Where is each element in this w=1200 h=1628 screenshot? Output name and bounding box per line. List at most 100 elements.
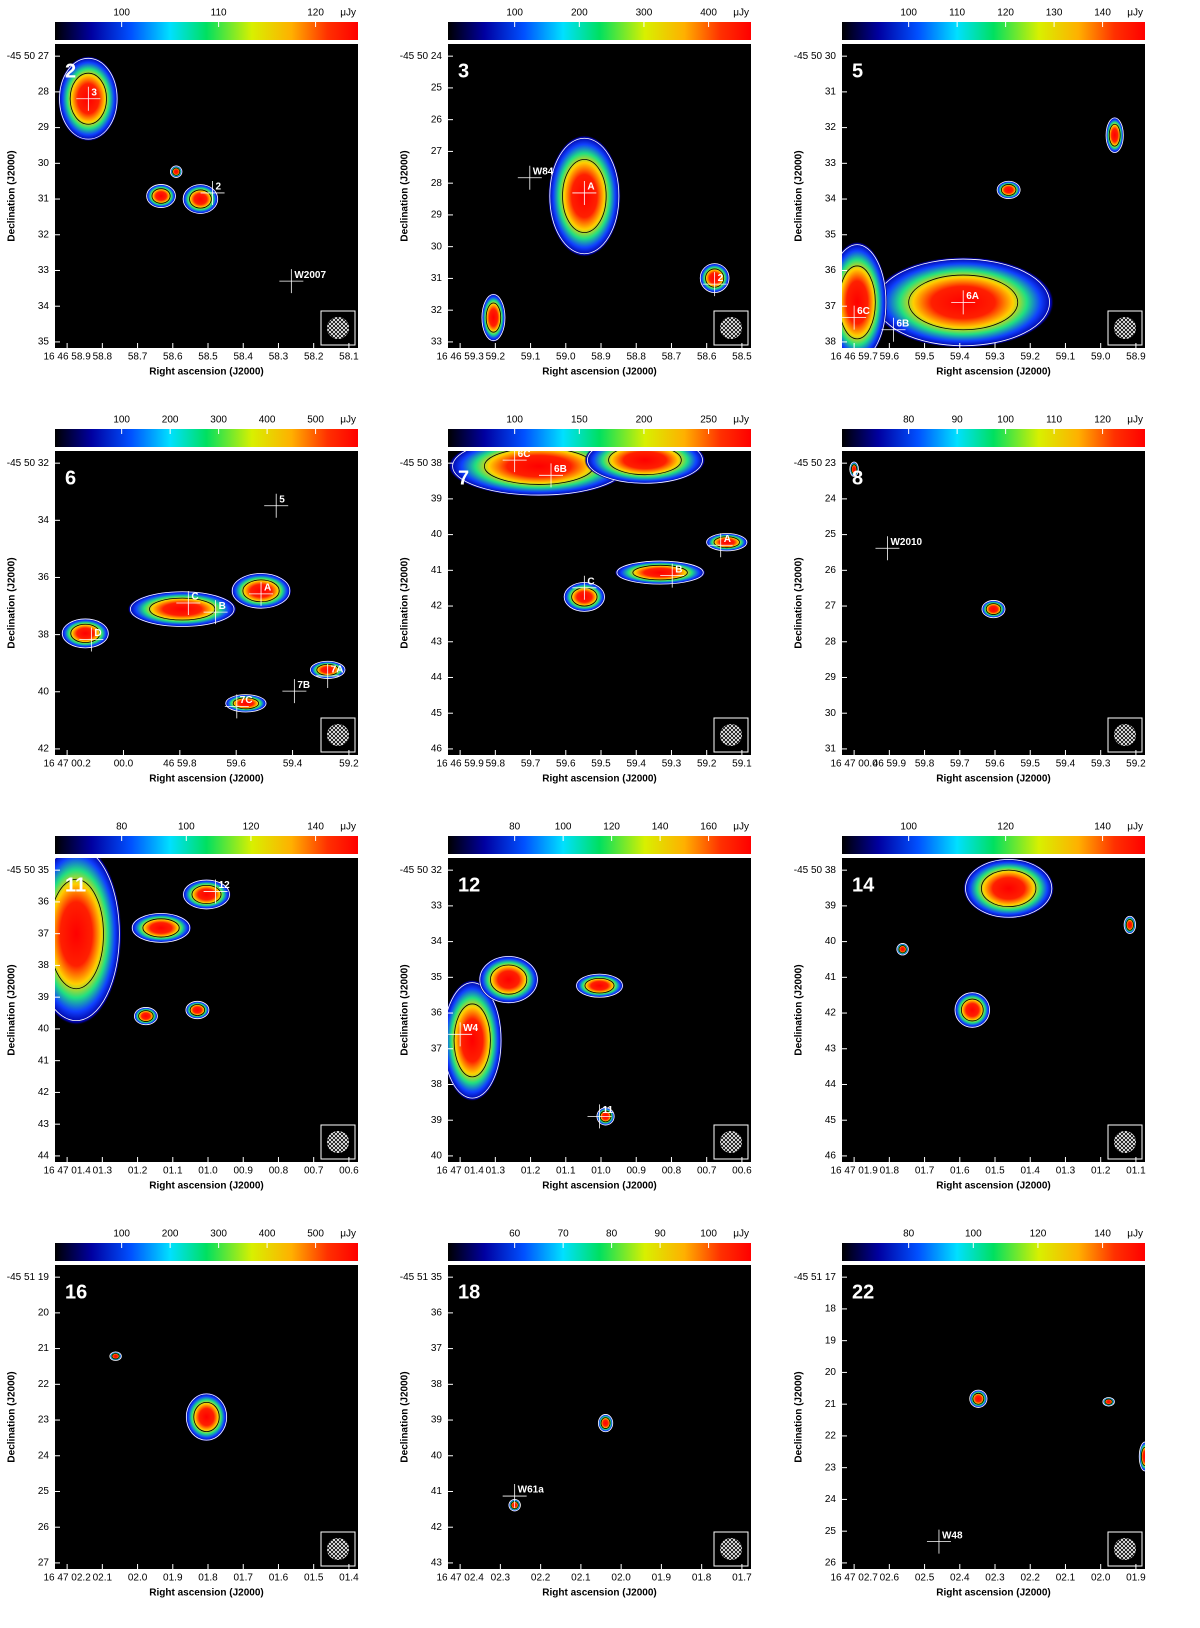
- annotation: 11: [603, 1105, 614, 1116]
- marker-cross: [572, 575, 597, 600]
- y-tick-label: 22: [38, 1379, 50, 1390]
- x-tick-label: 01.7: [234, 1573, 254, 1584]
- y-tick-label: 38: [38, 629, 50, 640]
- colorbar-tick-label: 120: [1094, 415, 1111, 426]
- contour: [189, 189, 212, 209]
- contour: [479, 956, 538, 1004]
- x-tick-label: 01.7: [915, 1166, 935, 1177]
- y-axis-label: Declination (J2000): [794, 557, 805, 648]
- x-tick-label: 02.3: [491, 1573, 511, 1584]
- colorbar-tick-label: 90: [952, 415, 964, 426]
- y-tick-label: 34: [825, 194, 837, 205]
- emission-blob: [597, 1413, 614, 1433]
- y-tick-label: 21: [825, 1399, 837, 1410]
- emission-blob: [1105, 116, 1124, 154]
- x-tick-label: 58.2: [304, 352, 324, 363]
- contour: [131, 913, 191, 943]
- y-axis-label: Declination (J2000): [400, 964, 411, 1055]
- colorbar-unit: μJy: [733, 1229, 749, 1240]
- x-tick-label: 00.9: [234, 1166, 254, 1177]
- contour: [898, 945, 907, 954]
- annotation: 6C: [518, 449, 531, 460]
- y-tick-label: 39: [431, 1415, 443, 1426]
- plot-area: [448, 1265, 751, 1569]
- x-tick-label: 58.7: [128, 352, 148, 363]
- beam-hatch: [327, 1131, 349, 1153]
- x-tick-label: 58.8: [627, 352, 647, 363]
- y-tick-label: 27: [825, 601, 837, 612]
- contour: [616, 560, 704, 585]
- y-tick-label: 40: [431, 529, 443, 540]
- x-tick-label: 46 59.9: [873, 759, 907, 770]
- y-tick-label: 31: [431, 273, 443, 284]
- contour: [185, 1000, 210, 1020]
- y-tick-label: 41: [431, 565, 443, 576]
- contour: [965, 859, 1053, 918]
- x-tick-label: 58.6: [163, 352, 183, 363]
- colorbar: [448, 429, 751, 447]
- contour: [138, 1010, 154, 1022]
- y-tick-label: 20: [38, 1308, 50, 1319]
- colorbar-tick-label: 100: [900, 8, 917, 19]
- colorbar-tick-label: 250: [700, 415, 717, 426]
- x-tick-label: 59.6: [226, 759, 246, 770]
- y-tick-label: -45 50 24: [400, 51, 443, 62]
- emission-blob: [842, 241, 888, 348]
- annotation: A: [264, 583, 271, 594]
- x-tick-label: 59.2: [1126, 759, 1146, 770]
- marker-cross: [660, 563, 685, 588]
- x-tick-label: 16 47 01.9: [830, 1166, 878, 1177]
- colorbar-tick-label: 140: [1094, 822, 1111, 833]
- contour: [597, 1414, 614, 1433]
- colorbar-unit: μJy: [733, 822, 749, 833]
- y-tick-label: 43: [431, 636, 443, 647]
- y-tick-label: 27: [38, 1558, 50, 1569]
- x-tick-label: 01.9: [1126, 1573, 1146, 1584]
- x-axis-label: Right ascension (J2000): [936, 774, 1050, 785]
- x-tick-label: 59.4: [283, 759, 303, 770]
- contour: [146, 184, 176, 208]
- panel-label: 11: [65, 874, 86, 896]
- y-tick-label: 31: [825, 87, 837, 98]
- x-tick-label: 00.8: [662, 1166, 682, 1177]
- colorbar-tick-label: 300: [636, 8, 653, 19]
- x-tick-label: 58.9: [1126, 352, 1146, 363]
- beam-hatch: [720, 1131, 742, 1153]
- x-tick-label: 02.0: [128, 1573, 148, 1584]
- y-tick-label: 32: [38, 229, 50, 240]
- x-tick-label: 01.2: [1091, 1166, 1111, 1177]
- colorbar-tick-label: 100: [113, 8, 130, 19]
- x-tick-label: 59.0: [556, 352, 576, 363]
- annotation: 6C: [857, 306, 870, 317]
- y-tick-label: 42: [431, 601, 443, 612]
- panel: 80 100 120 140 μJy 11 12 -45 50 35 36 37 38 39 40 41 4…: [7, 822, 359, 1192]
- y-tick-label: 39: [38, 992, 50, 1003]
- marker-cross: [572, 180, 597, 205]
- colorbar-tick-label: 200: [571, 8, 588, 19]
- x-tick-label: 16 47 01.4: [43, 1166, 91, 1177]
- contour: [549, 137, 620, 255]
- y-tick-label: 35: [431, 972, 443, 983]
- contour: [69, 72, 107, 125]
- emission: [109, 1351, 228, 1442]
- y-tick-label: 36: [38, 897, 50, 908]
- contour: [109, 1351, 122, 1361]
- contour: [232, 697, 260, 710]
- marker-cross: [539, 463, 564, 488]
- x-tick-label: 02.4: [950, 1573, 970, 1584]
- colorbar-unit: μJy: [340, 415, 356, 426]
- y-tick-label: 44: [38, 1151, 50, 1162]
- emission-blob: [705, 533, 748, 552]
- y-axis-label: Declination (J2000): [794, 964, 805, 1055]
- y-tick-label: 37: [431, 1043, 443, 1054]
- contour: [608, 451, 682, 476]
- beam-hatch: [1114, 317, 1136, 339]
- x-tick-label: 01.7: [732, 1573, 752, 1584]
- colorbar-tick-label: 100: [113, 415, 130, 426]
- colorbar: [842, 1243, 1145, 1261]
- contour: [170, 165, 183, 178]
- x-tick-label: 02.2: [531, 1573, 551, 1584]
- y-tick-label: 39: [431, 1115, 443, 1126]
- panel-label: 18: [458, 1281, 480, 1303]
